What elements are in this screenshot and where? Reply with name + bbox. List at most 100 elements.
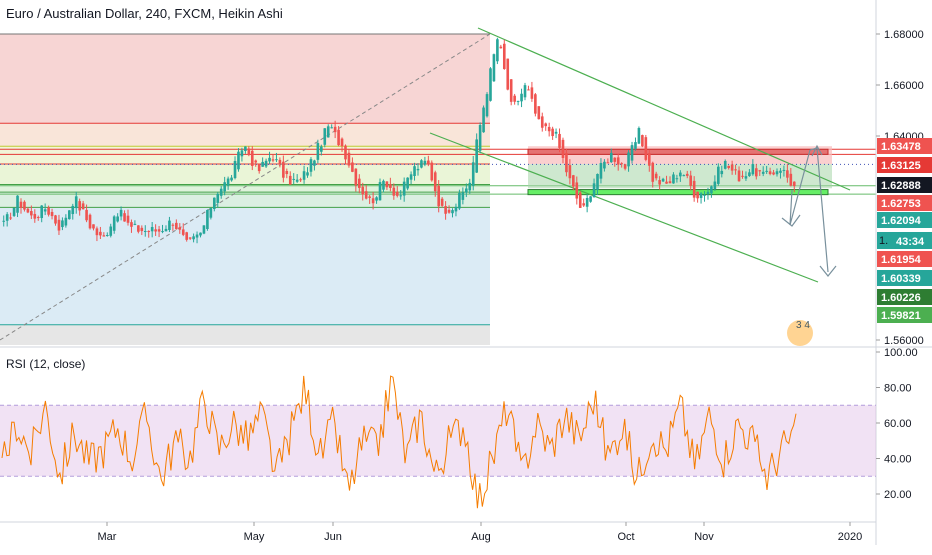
candle-body [665,181,668,184]
candle-body [202,225,206,234]
candle-body [402,181,406,196]
candle-body [489,68,492,101]
candle-body [627,152,630,167]
candle-body [57,219,61,231]
price-tag: 1.59821 [877,307,932,323]
candle-body [395,191,399,196]
price-tag-bg [877,307,932,323]
candle-body [703,194,706,196]
candle-body [589,196,592,202]
candle-body [313,160,316,166]
candle-body [212,197,216,210]
candle-body [465,188,468,193]
price-tag-label: 1.59821 [881,310,921,322]
candle-body [392,187,396,196]
candle-body [499,46,503,49]
countdown-bg [877,232,932,249]
candle-body [606,162,610,164]
candle-body [261,161,264,167]
candle-body [199,232,202,236]
candle-body [143,230,147,232]
candle-body [482,107,485,133]
time-tick-label: May [244,531,265,543]
fib-zone [0,164,490,185]
candle-body [478,125,482,151]
price-tag: 1.62888 [877,177,932,193]
candle-body [26,208,30,213]
candle-body [744,176,748,179]
rsi-line[interactable] [1,375,797,509]
candle-body [585,198,589,207]
candle-body [447,209,451,213]
arrow-head [781,214,801,227]
candle-body [2,220,6,222]
candle-body [36,217,40,219]
candle-body [264,160,268,167]
candle-body [534,94,537,114]
candle-body [233,160,237,179]
countdown-prefix: 1. [879,235,888,247]
chart-title: Euro / Australian Dollar, 240, FXCM, Hei… [6,6,283,21]
candle-body [706,191,710,195]
candle-body [326,126,330,138]
candle-body [175,222,178,230]
candle-body [461,192,465,200]
candle-body [654,173,658,179]
candle-body [247,148,251,156]
support-zone-box[interactable] [527,189,829,196]
candle-body [302,171,306,180]
candle-body [361,186,365,195]
candle-body [782,169,786,171]
price-tag: 1.61954 [877,251,932,267]
candle-body [440,198,444,206]
candle-body [406,177,409,189]
candle-body [496,39,499,62]
candle-body [720,170,724,175]
candle-body [254,160,258,163]
candle-body [150,227,154,232]
channel-lower-line[interactable] [429,132,819,283]
fib-zone [0,34,490,124]
candle-body [696,191,699,199]
rsi-tick-label: 20.00 [884,489,912,501]
candle-body [74,196,78,209]
candle-body [130,222,133,227]
price-tag: 1.62753 [877,195,932,211]
candle-body [768,171,772,175]
time-tick-label: Oct [617,531,634,543]
candle-body [81,203,85,210]
resistance-zone-box[interactable] [527,148,829,155]
candle-body [316,143,320,160]
candle-body [641,135,644,147]
projection-arrows [781,144,837,277]
candle-body [126,215,130,223]
candle-body [658,180,661,185]
candle-body [727,165,730,168]
candle-body [578,192,582,208]
candle-body [337,129,340,146]
price-tag-bg [877,251,932,267]
price-tag-bg [877,270,932,286]
candle-body [454,206,458,212]
candle-body [85,209,88,221]
candle-body [257,164,261,172]
candle-body [164,228,168,232]
candle-body [181,229,185,235]
candle-body [444,206,447,214]
candle-body [116,216,119,222]
candle-body [582,203,586,206]
candle-body [226,178,230,186]
price-tag: 1.62094 [877,212,932,228]
candle-body [699,193,703,198]
channel-upper-line[interactable] [477,27,851,191]
price-tag: 1.63478 [877,138,932,154]
candle-body [47,207,50,215]
candle-body [433,172,437,192]
price-tag: 1.60226 [877,289,932,305]
projection-path[interactable] [809,147,829,273]
candle-body [99,231,102,236]
candle-body [295,179,299,182]
trend-line-dashed[interactable] [0,33,491,341]
